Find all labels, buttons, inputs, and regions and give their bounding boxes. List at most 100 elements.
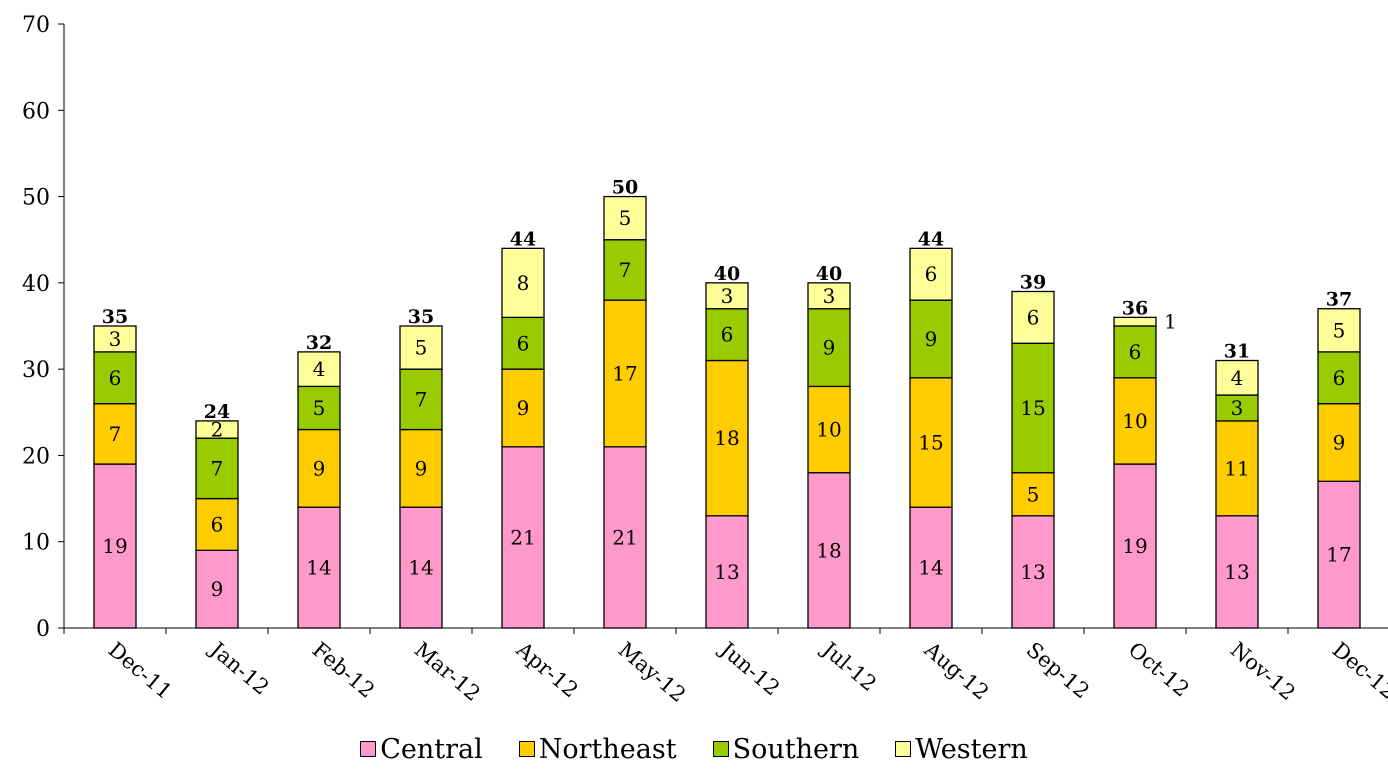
data-label: 19 (102, 534, 127, 558)
data-label: 8 (517, 271, 530, 295)
data-label: 9 (211, 577, 224, 601)
data-label: 2 (211, 418, 224, 442)
data-label: 7 (619, 258, 632, 282)
data-label: 10 (1122, 409, 1147, 433)
x-tick-label: Dec-11 (104, 637, 177, 703)
total-label: 31 (1224, 341, 1250, 363)
bar-segment-western (1317, 308, 1361, 353)
data-label: 11 (1224, 456, 1249, 480)
bar-segment-northeast (1317, 403, 1361, 482)
data-label: 18 (714, 426, 739, 450)
y-tick-label: 0 (36, 617, 50, 642)
y-tick-label: 40 (22, 272, 50, 297)
total-label: 40 (714, 263, 740, 285)
total-label: 40 (816, 263, 842, 285)
legend-item-southern: Southern (712, 734, 859, 765)
data-label: 10 (816, 418, 841, 442)
x-tick-label: Dec-12 (1328, 637, 1388, 703)
data-label: 6 (925, 262, 938, 286)
data-label: 14 (408, 556, 433, 580)
legend-label: Northeast (538, 733, 677, 765)
total-label: 37 (1326, 289, 1352, 311)
bar-segment-northeast (297, 428, 341, 508)
legend-label: Western (915, 733, 1028, 765)
bar-segment-western (195, 420, 239, 439)
bar-segment-southern (195, 437, 239, 500)
data-label: 6 (109, 366, 122, 390)
legend-item-western: Western (895, 734, 1028, 765)
data-label: 5 (415, 336, 428, 360)
bar-segment-southern (93, 351, 137, 405)
x-tick-label: Apr-12 (511, 637, 583, 703)
bar-segment-central (1113, 463, 1157, 629)
legend-item-northeast: Northeast (518, 733, 677, 765)
data-label: 14 (306, 556, 331, 580)
bar-segment-southern (1113, 325, 1157, 379)
bar-segment-central (297, 506, 341, 629)
bar-segment-northeast (93, 403, 137, 465)
x-tick-label: Jan-12 (204, 636, 273, 700)
total-label: 50 (612, 177, 638, 199)
data-label: 5 (619, 206, 632, 230)
data-label: 3 (1231, 396, 1244, 420)
bar-segment-central (93, 463, 137, 629)
bar-segment-southern (297, 385, 341, 431)
bar-segment-southern (1215, 394, 1259, 422)
total-label: 24 (204, 401, 230, 423)
bar-segment-western (1113, 316, 1157, 327)
bar-segment-western (603, 195, 647, 241)
data-label: 15 (918, 430, 943, 454)
x-tick-label: Nov-12 (1226, 637, 1300, 705)
legend-swatch (518, 741, 535, 757)
data-label: 6 (211, 512, 224, 536)
data-label: 21 (612, 525, 637, 549)
y-tick-label: 10 (22, 531, 50, 556)
x-tick-label: Sep-12 (1022, 637, 1094, 703)
bar-segment-western (909, 247, 953, 301)
data-label: 5 (313, 396, 326, 420)
data-label: 6 (1027, 305, 1040, 329)
x-tick-label: Jul-12 (816, 636, 881, 696)
data-label: 6 (721, 323, 734, 347)
data-label: 6 (517, 331, 530, 355)
data-label: 7 (211, 456, 224, 480)
bar-segment-northeast (909, 377, 953, 508)
y-tick-label: 50 (22, 186, 50, 211)
total-label: 35 (102, 306, 128, 328)
bar-segment-northeast (501, 368, 545, 448)
data-label: 18 (816, 538, 841, 562)
data-label: 7 (415, 387, 428, 411)
data-label: 9 (1333, 430, 1346, 454)
bar-segment-southern (807, 308, 851, 388)
bar-segment-central (501, 446, 545, 629)
bar-segment-central (909, 506, 953, 629)
bar-segment-central (603, 446, 647, 629)
bar-segment-western (93, 325, 137, 353)
data-label: 6 (1333, 366, 1346, 390)
data-label: 21 (510, 525, 535, 549)
bar-segment-western (705, 282, 749, 310)
bar-segment-northeast (603, 299, 647, 448)
bar-segment-western (807, 282, 851, 310)
data-label: 19 (1122, 534, 1147, 558)
legend-swatch (360, 741, 377, 757)
data-label: 9 (415, 456, 428, 480)
bar-segment-northeast (195, 497, 239, 551)
total-label: 39 (1020, 271, 1046, 293)
y-tick-label: 30 (22, 358, 50, 383)
legend-swatch (895, 741, 912, 757)
bar-segment-western (1011, 290, 1055, 344)
bar-segment-western (1215, 359, 1259, 396)
data-label: 17 (612, 361, 637, 385)
data-label: 15 (1020, 396, 1045, 420)
data-label: 13 (1224, 560, 1249, 584)
chart-legend: Central Northeast Southern Western (0, 732, 1388, 766)
bar-segment-central (705, 515, 749, 629)
data-label: 9 (517, 396, 530, 420)
data-label: 3 (109, 327, 122, 351)
bar-segment-western (399, 325, 443, 370)
total-label: 32 (306, 332, 332, 354)
legend-item-central: Central (360, 734, 483, 765)
bar-segment-western (501, 247, 545, 319)
